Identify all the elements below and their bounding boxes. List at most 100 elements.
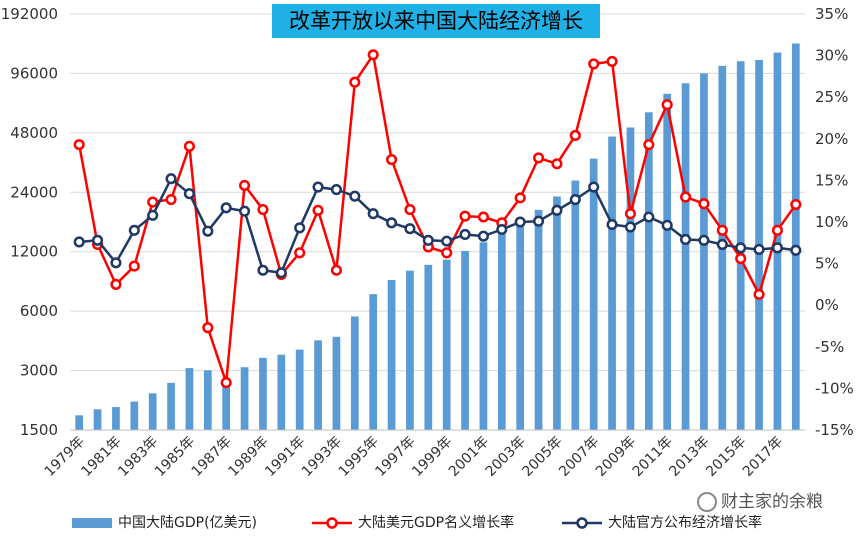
official-growth-point [735,242,747,254]
nominal-growth-point [735,253,747,265]
official-growth-point [496,223,508,236]
official-growth-line [79,177,796,275]
legend-item-gdp: 中国大陆GDP(亿美元) [72,512,257,534]
official-growth-point [330,184,342,196]
x-tick-label: 2013年 [666,434,712,480]
official-growth-point [92,234,104,246]
watermark: 财主家的余粮 [697,487,823,512]
nominal-growth-point [110,278,122,290]
y-right-tick-label: 35% [815,5,848,23]
official-growth-point [220,202,232,214]
official-growth-point [771,242,783,254]
legend-label-gdp: 中国大陆GDP(亿美元) [118,515,257,531]
gdp-bar [75,415,84,430]
nominal-growth-line [77,53,797,384]
gdp-bar [700,73,708,430]
gdp-bar [773,52,782,430]
nominal-growth-point [459,210,471,222]
official-growth-point [533,215,545,227]
legend-label-nominal: 大陆美元GDP名义增长率 [358,515,515,531]
nominal-growth-point [386,154,398,166]
x-tick-label: 1989年 [225,434,271,480]
nominal-growth-point [147,196,159,208]
nominal-growth-point [165,193,177,206]
y-left-tick-label: 48000 [10,124,58,142]
gdp-bars [75,43,800,431]
nominal-growth-point [128,260,140,272]
official-growth-point [73,236,85,248]
official-growth-point [459,228,471,241]
official-growth-point [312,181,324,193]
gdp-bar [589,158,598,430]
y-right-tick-label: 5% [815,255,839,273]
y-right-tick-label: 15% [815,171,848,189]
official-growth-point [349,190,361,202]
x-tick-label: 1985年 [152,434,198,480]
y-right-tick-label: -15% [815,421,854,439]
official-growth-point [275,267,287,279]
gdp-bar [277,354,286,430]
x-tick-label: 2011年 [630,434,676,480]
gdp-bar [332,336,341,430]
nominal-growth-point [73,139,85,151]
nominal-growth-point [680,191,692,203]
nominal-growth-point [294,247,306,259]
gdp-bar [259,357,267,430]
gdp-bar [497,234,506,430]
nominal-growth-point [643,139,655,151]
nominal-growth-point [349,76,361,88]
x-tick-label: 1981年 [78,434,124,480]
nominal-growth-point [441,247,453,259]
official-growth-point [202,225,214,237]
y-right-tick-label: 0% [815,296,839,314]
official-growth-point [441,235,453,247]
x-tick-label: 1995年 [336,434,382,480]
y-right-tick-label: -10% [815,379,854,397]
gdp-bar [791,43,800,431]
nominal-growth-point [202,322,214,334]
x-tick-label: 2015年 [703,434,749,480]
official-growth-point [514,216,526,228]
gdp-bar [185,368,194,430]
nominal-growth-point [753,288,765,300]
gdp-bar [222,378,231,430]
x-axis: 1979年1981年1983年1985年1987年1989年1991年1993年… [42,429,805,480]
gdp-bar [167,382,175,430]
y-right-tick-label: 30% [815,47,848,65]
x-tick-label: 1991年 [262,434,308,480]
gdp-bar [148,393,157,430]
nominal-growth-point [533,152,545,164]
gdp-bar [626,127,635,431]
x-tick-label: 2005年 [519,434,565,480]
nominal-growth-point [551,158,563,170]
nominal-growth-point [404,203,416,216]
nominal-growth-point [477,211,489,223]
nominal-growth-point [606,55,618,67]
nominal-growth-point [624,208,636,220]
nominal-growth-point [330,264,342,276]
legend-item-nominal: 大陆美元GDP名义增长率 [312,512,514,534]
gdp-bar [369,294,378,430]
nominal-growth-point [312,204,324,216]
gdp-bar [608,136,616,430]
nominal-growth-point [790,198,802,211]
official-growth-point [698,234,710,246]
nominal-growth-point [661,99,673,111]
gdp-bar [350,316,359,430]
legend-label-official: 大陆官方公布经济增长率 [608,515,762,531]
nominal-growth-point [716,224,728,236]
gdp-bar [516,223,525,430]
x-tick-label: 1979年 [42,434,88,480]
gdp-bar [644,112,653,430]
official-growth-point [790,244,802,256]
gdp-bar [534,209,543,430]
official-growth-point [588,181,600,193]
gdp-bar [387,279,396,430]
x-tick-label: 1999年 [409,434,455,480]
chart-title: 改革开放以来中国大陆经济增长 [272,4,600,38]
gridlines [70,13,805,431]
official-growth-point [404,223,416,235]
official-growth-point [294,222,306,234]
x-tick-label: 1983年 [115,434,161,480]
